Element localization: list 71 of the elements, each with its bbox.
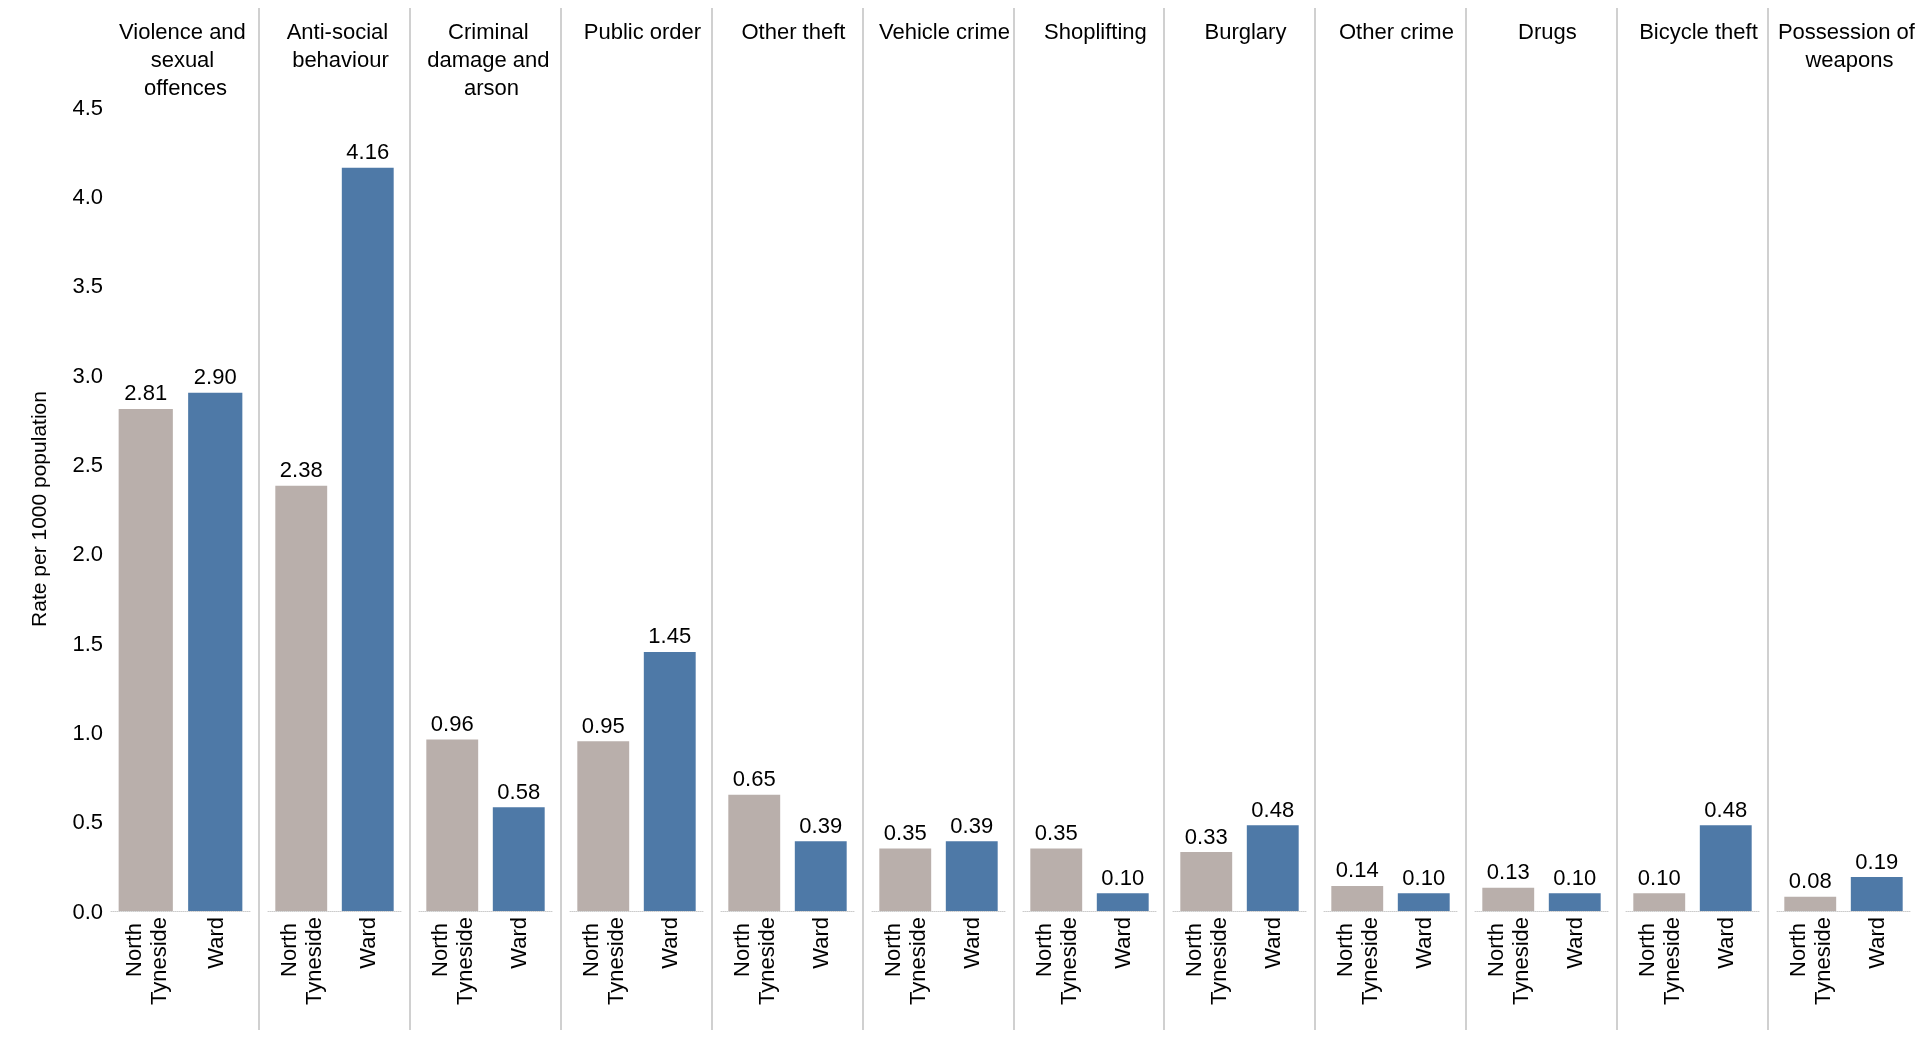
data-label: 0.33 (1185, 823, 1229, 849)
x-tick-label: Ward (1260, 917, 1286, 969)
chart-title: Criminal damage and arson (427, 18, 556, 100)
data-label: 0.39 (799, 812, 842, 838)
x-tick-label: North Tyneside (879, 917, 930, 1006)
data-label: 2.90 (193, 364, 237, 390)
x-tick-label: Ward (657, 917, 683, 969)
y-tick-label: 0.5 (72, 809, 103, 835)
y-tick-label: 0.0 (72, 898, 103, 924)
x-tick-label: North Tyneside (1634, 917, 1685, 1006)
y-axis-title: Rate per 1000 population (27, 391, 50, 627)
chart-title: Public order (583, 18, 701, 44)
x-tick-label: Ward (1713, 917, 1739, 969)
y-tick-label: 4.5 (72, 94, 103, 120)
y-tick-label: 1.5 (72, 630, 103, 656)
x-tick-label: North Tyneside (120, 917, 171, 1006)
x-tick-label: Ward (506, 917, 532, 969)
data-label: 0.19 (1855, 848, 1899, 874)
data-label: 2.38 (279, 457, 323, 483)
x-tick-label: Ward (1109, 917, 1135, 969)
data-label: 0.48 (1251, 796, 1295, 822)
data-label: 0.14 (1336, 857, 1380, 883)
y-tick-label: 1.0 (72, 719, 103, 745)
y-tick-label: 3.0 (72, 362, 103, 388)
data-label: 0.95 (581, 712, 625, 738)
data-label: 2.81 (124, 380, 168, 406)
data-label: 0.35 (883, 819, 927, 845)
data-label: 0.10 (1100, 864, 1144, 890)
y-tick-label: 4.0 (72, 183, 103, 209)
data-label: 0.35 (1034, 819, 1078, 845)
x-tick-label: North Tyneside (1332, 917, 1383, 1006)
data-label: 0.10 (1553, 864, 1597, 890)
data-label: 0.13 (1487, 859, 1530, 885)
chart-title: Other crime (1339, 18, 1455, 44)
x-tick-label: North Tyneside (1181, 917, 1232, 1006)
x-tick-label: North Tyneside (1483, 917, 1534, 1006)
x-tick-label: Ward (355, 917, 381, 969)
x-tick-label: North Tyneside (1030, 917, 1081, 1006)
x-tick-label: Ward (202, 917, 228, 969)
x-tick-label: North Tyneside (427, 917, 478, 1006)
chart-title: Drugs (1518, 18, 1578, 44)
x-tick-label: Ward (1864, 917, 1890, 969)
x-tick-label: North Tyneside (276, 917, 327, 1006)
chart-title: Vehicle crime (878, 18, 1010, 44)
data-label: 0.58 (497, 778, 541, 804)
x-tick-label: North Tyneside (1785, 917, 1836, 1006)
chart-title: Bicycle theft (1639, 18, 1758, 44)
y-tick-label: 3.5 (72, 273, 103, 299)
x-tick-label: North Tyneside (728, 917, 779, 1006)
x-tick-label: North Tyneside (578, 917, 629, 1006)
data-label: 0.08 (1788, 868, 1832, 894)
data-label: 4.16 (346, 139, 390, 165)
chart-title: Violence and sexual offences (119, 18, 252, 100)
x-tick-label: Ward (958, 917, 984, 969)
x-tick-label: Ward (1562, 917, 1588, 969)
data-label: 0.10 (1402, 864, 1446, 890)
data-label: 0.39 (949, 812, 993, 838)
y-tick-label: 2.0 (72, 541, 103, 567)
data-label: 0.10 (1637, 864, 1681, 890)
y-tick-label: 2.5 (72, 451, 103, 477)
chart-title: Burglary (1204, 18, 1287, 44)
x-tick-label: Ward (807, 917, 833, 969)
data-label: 0.48 (1704, 796, 1748, 822)
x-tick-label: Ward (1411, 917, 1437, 969)
data-label: 0.65 (732, 766, 776, 792)
chart-title: Shoplifting (1043, 18, 1147, 44)
data-label: 0.96 (430, 710, 474, 736)
chart-title: Other theft (741, 18, 846, 44)
chart-title: Possession of weapons (1777, 18, 1922, 72)
chart-title: Anti-social behaviour (286, 18, 395, 72)
data-label: 1.45 (648, 623, 691, 649)
